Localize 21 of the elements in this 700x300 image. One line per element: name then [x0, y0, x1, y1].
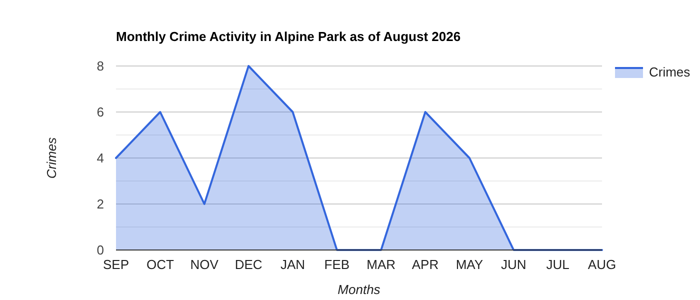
x-tick-label: JUN	[500, 257, 526, 272]
chart-title: Monthly Crime Activity in Alpine Park as of August 2026	[116, 29, 461, 44]
x-axis-title: Months	[338, 282, 381, 297]
y-tick-label: 6	[96, 104, 104, 120]
x-tick-label: MAR	[366, 257, 396, 272]
x-tick-label: MAY	[456, 257, 484, 272]
y-tick-label: 8	[96, 58, 104, 74]
y-tick-label: 4	[96, 150, 104, 166]
legend-label: Crimes	[649, 64, 691, 80]
x-tick-label: FEB	[324, 257, 350, 272]
x-tick-label: JAN	[280, 257, 306, 272]
x-tick-label: AUG	[588, 257, 616, 272]
y-tick-label: 2	[96, 196, 104, 212]
y-axis-title: Crimes	[44, 136, 59, 179]
x-tick-label: SEP	[102, 257, 130, 272]
x-tick-label: APR	[412, 257, 439, 272]
x-tick-label: NOV	[190, 257, 219, 272]
y-tick-label: 0	[96, 242, 104, 258]
x-tick-label: DEC	[234, 257, 262, 272]
x-tick-label: JUL	[546, 257, 570, 272]
x-tick-label: OCT	[146, 257, 174, 272]
